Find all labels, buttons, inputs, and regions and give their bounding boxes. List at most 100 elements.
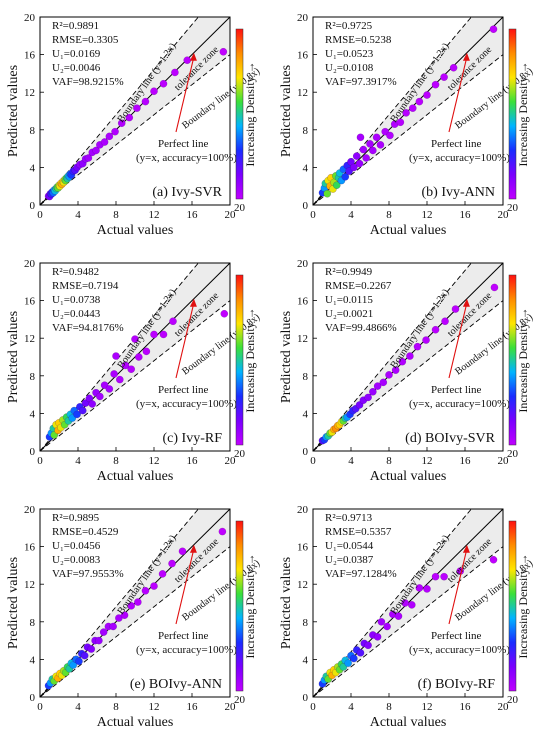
data-point <box>396 118 405 127</box>
data-point <box>134 353 143 361</box>
data-point <box>150 582 158 590</box>
data-point <box>379 378 388 387</box>
data-point <box>84 154 93 162</box>
lower-boundary-line <box>39 300 231 452</box>
data-point <box>121 361 130 370</box>
y-tick-label: 20 <box>297 504 309 516</box>
x-axis-label: Actual values <box>370 469 447 484</box>
x-tick-label: 20 <box>498 455 510 467</box>
x-tick-label: 20 <box>498 701 510 713</box>
data-point <box>168 559 176 568</box>
data-point <box>489 555 498 564</box>
data-point <box>398 357 407 366</box>
data-point <box>99 628 108 636</box>
y-axis-label: Predicted values <box>279 311 294 403</box>
y-tick-label: 20 <box>24 504 36 516</box>
data-point <box>88 400 97 408</box>
panel-caption: (c) Ivy-RF <box>163 431 223 446</box>
x-tick-label: 0 <box>37 209 43 221</box>
x-tick-label: 0 <box>310 455 316 467</box>
y-tick-label: 12 <box>24 333 35 345</box>
data-point <box>73 410 81 419</box>
data-point <box>159 330 168 339</box>
y-tick-label: 4 <box>30 162 36 174</box>
perfect-line-arrow <box>175 302 195 379</box>
y-tick-label: 16 <box>297 50 309 62</box>
colorbar-tick-label: 20 <box>234 202 246 214</box>
data-point <box>490 283 499 292</box>
y-axis-label: Predicted values <box>6 65 21 157</box>
x-tick-label: 12 <box>422 209 433 221</box>
x-tick-label: 12 <box>422 455 433 467</box>
data-point <box>394 612 403 620</box>
x-tick-label: 0 <box>37 455 43 467</box>
data-point <box>356 133 365 142</box>
colorbar-tick-label: 20 <box>507 202 519 214</box>
data-point <box>383 622 391 631</box>
arrow-head <box>462 544 470 553</box>
metric-text: U₁=0.0169 <box>52 48 101 60</box>
data-point <box>169 317 177 326</box>
lower-boundary-line <box>312 546 504 698</box>
perfect-line-formula: (y=x, accuracy=100%) <box>409 644 510 656</box>
metric-text: VAF=98.9215% <box>52 76 124 88</box>
metric-text: U₂=0.0387 <box>325 554 374 566</box>
chart-panel: 0 4 8 12 16 20 0 4 8 12 16 20 Actual values Predicted… <box>6 12 262 238</box>
data-point <box>362 154 371 162</box>
x-tick-label: 4 <box>75 701 81 713</box>
data-point <box>408 104 417 112</box>
metric-text: R²=0.9713 <box>325 512 373 524</box>
data-point <box>440 572 448 581</box>
metric-text: VAF=99.4866% <box>325 322 397 334</box>
data-point <box>364 393 372 402</box>
data-point <box>105 385 114 393</box>
metric-text: U₂=0.0021 <box>325 308 373 320</box>
panel-caption: (d) BOIvy-SVR <box>405 431 495 446</box>
metric-text: U₁=0.0544 <box>325 540 374 552</box>
plot-frame <box>39 16 231 206</box>
upper-boundary-line <box>40 509 199 697</box>
plot-frame <box>39 262 231 452</box>
y-tick-label: 20 <box>24 12 36 24</box>
colorbar-tick-label: 20 <box>507 694 519 706</box>
lower-boundary-line <box>39 54 231 206</box>
data-point <box>142 347 151 356</box>
y-tick-label: 8 <box>303 617 309 629</box>
data-point <box>141 586 150 595</box>
data-point <box>441 317 449 326</box>
metric-text: R²=0.9949 <box>325 266 373 278</box>
data-point <box>431 80 440 89</box>
y-tick-label: 12 <box>297 579 308 591</box>
data-point <box>125 113 134 122</box>
x-tick-label: 8 <box>386 455 392 467</box>
lower-boundary-line <box>39 546 231 698</box>
data-point <box>117 119 126 128</box>
data-point <box>80 651 89 660</box>
x-axis-label: Actual values <box>97 223 174 238</box>
data-point <box>369 146 377 155</box>
upper-boundary-line <box>313 263 472 451</box>
x-tick-label: 20 <box>225 701 237 713</box>
y-tick-label: 0 <box>30 692 36 704</box>
data-point <box>373 633 382 641</box>
data-point <box>332 181 341 190</box>
y-tick-label: 0 <box>30 200 36 212</box>
y-axis-label: Predicted values <box>279 557 294 649</box>
x-axis-label: Actual values <box>370 715 447 730</box>
arrow-head <box>462 52 470 61</box>
data-point <box>112 352 120 360</box>
plot-frame <box>312 262 504 452</box>
x-tick-label: 0 <box>37 701 43 713</box>
upper-boundary-line <box>40 17 199 205</box>
metric-text: R²=0.9482 <box>52 266 99 278</box>
colorbar-label: Increasing Density → <box>516 307 530 412</box>
perfect-line-label: Perfect line <box>158 630 209 642</box>
data-point <box>141 97 150 106</box>
x-tick-label: 16 <box>187 455 199 467</box>
data-point <box>127 365 135 374</box>
data-point <box>391 366 400 374</box>
data-point <box>159 79 168 88</box>
y-axis-label: Predicted values <box>6 311 21 403</box>
y-tick-label: 4 <box>30 408 36 420</box>
perfect-line-label: Perfect line <box>431 384 482 396</box>
